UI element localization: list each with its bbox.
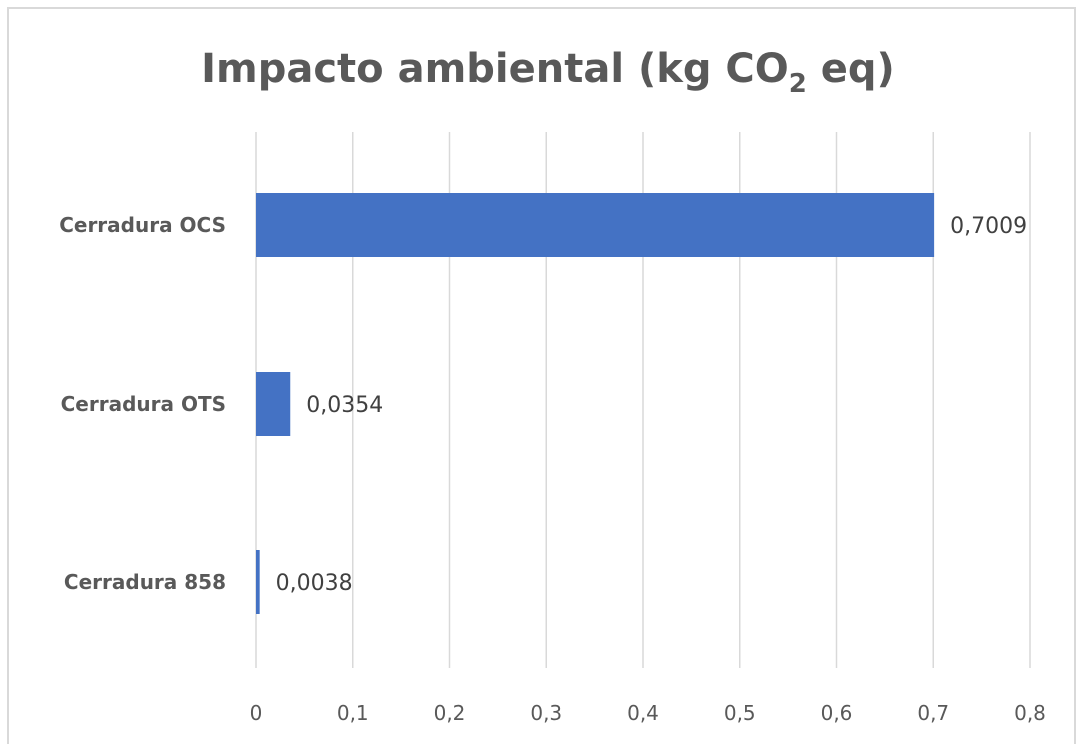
data-label: 0,0354: [306, 393, 383, 418]
category-label: Cerradura 858: [64, 570, 226, 594]
labels: 0 0,1 0,2 0,3 0,4 0,5 0,6 0,7 0,8 Cerradura OCS 0,…: [59, 213, 1046, 725]
x-tick-label: 0: [250, 701, 263, 725]
x-tick-label: 0,6: [821, 701, 853, 725]
x-tick-label: 0,5: [724, 701, 756, 725]
category-label: Cerradura OCS: [59, 213, 226, 237]
x-tick-label: 0,8: [1014, 701, 1046, 725]
x-tick-label: 0,1: [337, 701, 369, 725]
data-label: 0,7009: [950, 214, 1027, 239]
chart-title-subscript: 2: [789, 69, 807, 99]
chart-border: [7, 7, 1076, 744]
bar: [256, 372, 291, 436]
x-tick-label: 0,4: [627, 701, 659, 725]
chart-title-main: Impacto ambiental (kg CO: [201, 46, 789, 92]
bar: [256, 193, 935, 257]
x-tick-label: 0,7: [917, 701, 949, 725]
data-label: 0,0038: [276, 571, 353, 596]
category-label: Cerradura OTS: [61, 392, 226, 416]
bar: [256, 550, 260, 614]
x-tick-label: 0,3: [530, 701, 562, 725]
chart-title-tail: eq): [807, 46, 895, 92]
x-tick-label: 0,2: [434, 701, 466, 725]
bars: [256, 193, 935, 614]
chart-title: Impacto ambiental (kg CO2 eq): [201, 46, 895, 99]
